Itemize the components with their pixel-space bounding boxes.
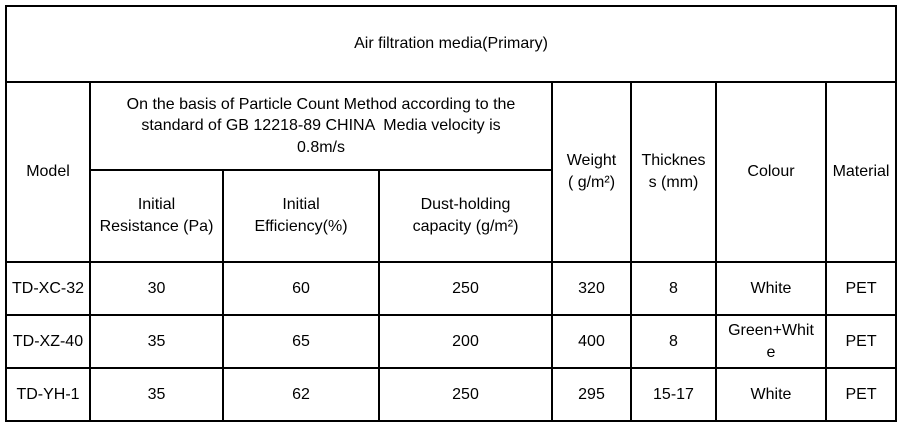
header-material: Material <box>824 81 898 263</box>
cell-colour: White <box>715 367 827 422</box>
table-row: TD-XC-32 30 60 250 320 8 White PET <box>5 261 898 316</box>
cell-initial-efficiency: 65 <box>222 314 380 369</box>
cell-thickness: 8 <box>630 261 717 316</box>
cell-material: PET <box>824 261 898 316</box>
header-initial-efficiency: Initial Efficiency(%) <box>222 169 380 263</box>
header-row-note: Model On the basis of Particle Count Met… <box>5 81 898 263</box>
table-row: TD-YH-1 35 62 250 295 15-17 White PET <box>5 367 898 422</box>
header-initial-resistance: Initial Resistance (Pa) <box>89 169 224 263</box>
cell-thickness: 8 <box>630 314 717 369</box>
air-filtration-table: Air filtration media(Primary) Model On t… <box>4 5 898 422</box>
cell-initial-resistance: 30 <box>89 261 224 316</box>
cell-colour: White <box>715 261 827 316</box>
cell-weight: 400 <box>551 314 632 369</box>
cell-dust-holding: 250 <box>378 261 553 316</box>
cell-initial-efficiency: 60 <box>222 261 380 316</box>
cell-weight: 295 <box>551 367 632 422</box>
cell-model: TD-XZ-40 <box>5 314 91 369</box>
table-row: TD-XZ-40 35 65 200 400 8 Green+Whit e PE… <box>5 314 898 369</box>
header-thickness: Thicknes s (mm) <box>630 81 717 263</box>
cell-model: TD-YH-1 <box>5 367 91 422</box>
page-title: Air filtration media(Primary) <box>4 5 898 83</box>
header-colour: Colour <box>715 81 827 263</box>
header-dust-holding-capacity: Dust-holding capacity (g/m²) <box>378 169 553 263</box>
cell-thickness: 15-17 <box>630 367 717 422</box>
cell-material: PET <box>824 367 898 422</box>
cell-initial-efficiency: 62 <box>222 367 380 422</box>
cell-initial-resistance: 35 <box>89 367 224 422</box>
header-weight: Weight ( g/m²) <box>551 81 632 263</box>
cell-colour: Green+Whit e <box>715 314 827 369</box>
cell-model: TD-XC-32 <box>5 261 91 316</box>
header-row-sub: Initial Resistance (Pa) Initial Efficien… <box>6 169 896 263</box>
cell-dust-holding: 200 <box>378 314 553 369</box>
cell-initial-resistance: 35 <box>89 314 224 369</box>
header-model: Model <box>5 81 91 263</box>
cell-dust-holding: 250 <box>378 367 553 422</box>
cell-weight: 320 <box>551 261 632 316</box>
test-method-note: On the basis of Particle Count Method ac… <box>89 81 553 171</box>
cell-material: PET <box>824 314 898 369</box>
title-row: Air filtration media(Primary) <box>4 5 898 83</box>
